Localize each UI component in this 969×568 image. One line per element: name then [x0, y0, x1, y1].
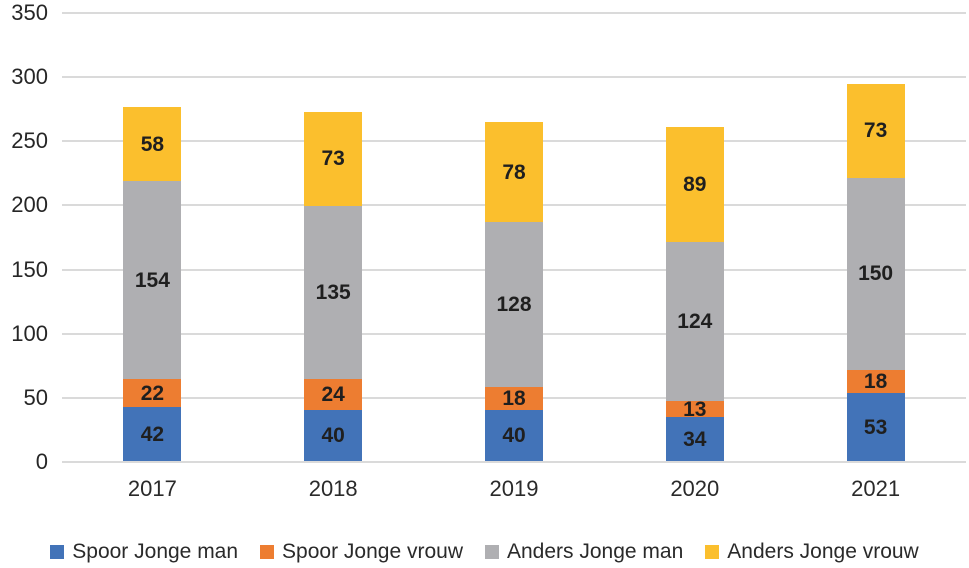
legend-item: Anders Jonge vrouw — [705, 540, 919, 564]
y-tick-label: 350 — [11, 0, 48, 25]
bar-group-2021: 53 18 150 73 — [846, 83, 905, 461]
x-tick-label: 2018 — [308, 476, 358, 501]
legend-label: Anders Jonge man — [507, 540, 684, 563]
x-tick-label: 2017 — [127, 476, 177, 501]
x-tick-label: 2019 — [489, 476, 539, 501]
bar-segment: 13 — [665, 397, 724, 421]
bar-segment: 24 — [304, 378, 363, 410]
y-tick-label: 150 — [11, 256, 48, 282]
legend-swatch — [260, 545, 275, 559]
legend-item: Anders Jonge man — [485, 540, 683, 564]
bar-segment-label: 154 — [134, 268, 170, 292]
bar-segment: 34 — [665, 417, 724, 461]
gridline — [62, 12, 966, 14]
legend-item: Spoor Jonge man — [50, 540, 238, 564]
bar-segment: 22 — [123, 378, 182, 408]
bar-segment-label: 73 — [863, 119, 888, 143]
legend-label: Spoor Jonge vrouw — [282, 540, 463, 563]
bar-group-2018: 40 24 135 73 — [304, 112, 363, 461]
gridline — [62, 461, 966, 463]
bar-segment-label: 24 — [321, 382, 345, 406]
bar-segment-label: 73 — [321, 147, 345, 171]
bar-segment-label: 18 — [502, 386, 526, 410]
bar-segment-label: 34 — [683, 427, 707, 451]
bar-group-2017: 42 22 154 58 — [123, 106, 182, 461]
y-tick-label: 300 — [11, 64, 48, 90]
legend-swatch — [485, 545, 499, 559]
bar-segment: 18 — [485, 386, 543, 410]
bar-segment: 73 — [846, 83, 905, 178]
bar-segment: 42 — [123, 407, 182, 461]
bar-segment: 89 — [665, 127, 724, 242]
y-axis: 0 50 100 150 200 250 300 350 — [0, 2, 48, 473]
legend-item: Spoor Jonge vrouw — [260, 540, 463, 564]
bar-segment: 58 — [123, 106, 182, 182]
y-tick-label: 50 — [23, 384, 48, 410]
bar-segment: 73 — [304, 112, 363, 206]
legend-swatch — [705, 545, 720, 559]
bar-segment-label: 18 — [863, 369, 888, 393]
bar-segment-label: 58 — [140, 132, 165, 156]
bar-segment: 18 — [846, 369, 905, 394]
bar-segment-label: 78 — [502, 160, 526, 184]
bar-segment-label: 13 — [683, 397, 707, 421]
y-tick-label: 0 — [35, 449, 48, 474]
bar-segment: 128 — [485, 222, 543, 387]
y-tick-label: 100 — [11, 320, 48, 346]
bar-segment-label: 150 — [858, 262, 894, 286]
x-tick-label: 2021 — [851, 476, 901, 501]
bar-group-2019: 40 18 128 78 — [485, 122, 543, 461]
bar-segment: 150 — [846, 177, 905, 370]
bar-segment-label: 40 — [502, 423, 526, 447]
bar-segment: 40 — [304, 409, 363, 461]
bar-segment: 124 — [665, 241, 724, 401]
bar-segment-label: 40 — [321, 423, 345, 447]
bar-group-2020: 34 13 124 89 — [665, 127, 724, 461]
legend-swatch — [50, 545, 65, 559]
y-tick-label: 250 — [11, 128, 48, 154]
bar-segment: 154 — [123, 181, 182, 379]
bar-segment-label: 22 — [140, 381, 165, 405]
bar-segment-label: 128 — [496, 293, 532, 316]
legend-label: Spoor Jonge man — [72, 540, 239, 563]
gridline — [62, 76, 966, 79]
x-tick-label: 2020 — [670, 476, 720, 501]
bar-segment: 78 — [485, 122, 543, 223]
x-axis: 2017 2018 2019 2020 2021 — [62, 476, 966, 504]
legend-label: Anders Jonge vrouw — [727, 540, 919, 563]
bar-segment: 53 — [846, 393, 905, 461]
bar-segment-label: 124 — [677, 309, 713, 333]
bar-segment-label: 89 — [683, 173, 707, 197]
bar-segment-label: 53 — [863, 415, 888, 439]
plot-area: 42 22 154 58 40 24 135 73 40 18 128 78 34 13 124 89 53 18… — [62, 12, 966, 463]
legend: Spoor Jonge man Spoor Jonge vrouw Anders J… — [0, 540, 969, 564]
bar-segment-label: 42 — [140, 422, 165, 446]
bar-segment-label: 135 — [315, 280, 351, 304]
bar-segment: 40 — [485, 409, 543, 461]
bar-segment: 135 — [304, 205, 363, 379]
y-tick-label: 200 — [11, 192, 48, 218]
